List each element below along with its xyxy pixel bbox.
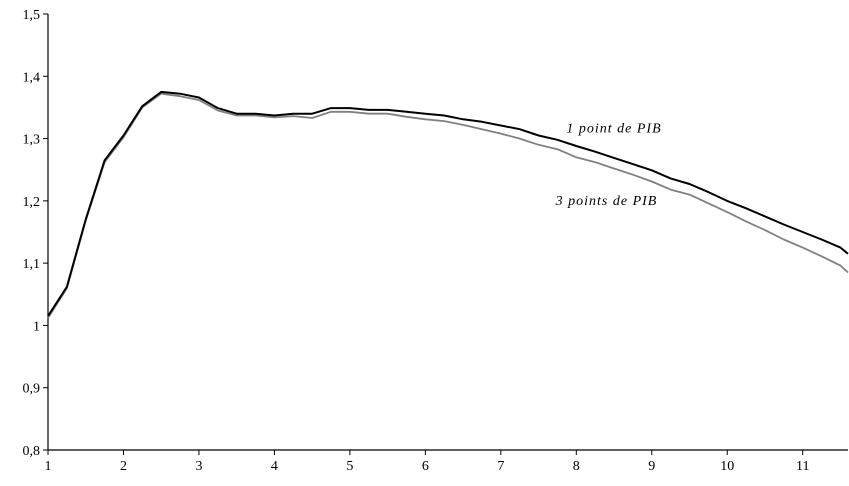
series-label-3-points-de-pib: 3 points de PIB <box>555 194 658 209</box>
y-tick-label: 1,5 <box>23 8 41 23</box>
x-tick-label: 4 <box>271 459 278 474</box>
x-tick-label: 11 <box>796 459 809 474</box>
series-label-1-point-de-pib: 1 point de PIB <box>566 121 661 136</box>
y-tick-label: 0,9 <box>23 382 41 397</box>
y-tick-label: 1,2 <box>23 195 41 210</box>
x-tick-label: 5 <box>346 459 353 474</box>
x-tick-label: 7 <box>497 459 504 474</box>
y-axis: 0,8 0,9 1 1,1 1,2 1,3 1,4 1,5 <box>23 8 49 459</box>
x-tick-label: 6 <box>422 459 429 474</box>
x-tick-label: 2 <box>120 459 127 474</box>
series-line-3-points-de-pib <box>47 92 849 319</box>
x-tick-label: 1 <box>45 459 52 474</box>
x-tick-label: 10 <box>720 459 734 474</box>
y-tick-label: 1 <box>33 319 40 334</box>
x-tick-label: 9 <box>648 459 655 474</box>
series-lines <box>47 90 849 319</box>
series-line-1-point-de-pib <box>47 90 849 317</box>
series-labels: 1 point de PIB 3 points de PIB <box>555 121 661 209</box>
y-tick-label: 0,8 <box>23 444 41 459</box>
y-tick-label: 1,1 <box>23 257 41 272</box>
x-tick-label: 8 <box>573 459 580 474</box>
y-tick-label: 1,3 <box>23 133 41 148</box>
x-tick-label: 3 <box>195 459 202 474</box>
y-tick-label: 1,4 <box>23 70 41 85</box>
x-axis: 1 2 3 4 5 6 7 8 9 10 11 <box>45 449 848 474</box>
